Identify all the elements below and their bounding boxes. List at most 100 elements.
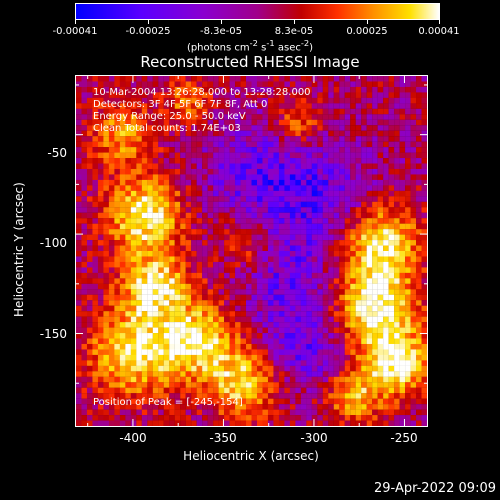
heatmap-cell bbox=[169, 420, 175, 426]
heatmap-cell bbox=[196, 278, 203, 284]
heatmap-cell bbox=[388, 322, 395, 328]
heatmap-cell bbox=[251, 141, 258, 148]
heatmap-cell bbox=[213, 387, 219, 394]
heatmap-cell bbox=[273, 272, 280, 279]
heatmap-cell bbox=[366, 163, 373, 170]
heatmap-cell bbox=[306, 168, 312, 175]
heatmap-cell bbox=[218, 415, 225, 421]
heatmap-cell bbox=[141, 267, 148, 273]
heatmap-cell bbox=[328, 338, 334, 345]
heatmap-cell bbox=[147, 343, 153, 350]
heatmap-cell bbox=[328, 327, 334, 334]
heatmap-cell bbox=[130, 251, 137, 257]
heatmap-cell bbox=[163, 338, 170, 345]
heatmap-cell bbox=[399, 136, 406, 142]
heatmap-cell bbox=[383, 365, 389, 372]
heatmap-cell bbox=[344, 294, 351, 301]
heatmap-cell bbox=[174, 415, 181, 421]
heatmap-cell bbox=[108, 212, 115, 219]
heatmap-cell bbox=[284, 229, 291, 235]
heatmap-cell bbox=[185, 76, 192, 82]
heatmap-cell bbox=[317, 420, 323, 426]
heatmap-cell bbox=[273, 333, 280, 339]
heatmap-cell bbox=[163, 190, 170, 197]
heatmap-cell bbox=[136, 349, 142, 356]
heatmap-cell bbox=[410, 409, 417, 416]
heatmap-cell bbox=[92, 343, 99, 350]
heatmap-cell bbox=[278, 404, 285, 410]
heatmap-cell bbox=[114, 223, 120, 230]
heatmap-cell bbox=[388, 251, 395, 257]
heatmap-cell bbox=[185, 371, 192, 377]
heatmap-cell bbox=[240, 338, 247, 345]
heatmap-cell bbox=[86, 376, 93, 383]
heatmap-cell bbox=[267, 251, 274, 257]
heatmap-cell bbox=[333, 267, 340, 273]
heatmap-cell bbox=[97, 245, 104, 252]
heatmap-cell bbox=[295, 163, 301, 170]
heatmap-cell bbox=[114, 119, 120, 126]
heatmap-cell bbox=[147, 130, 153, 137]
heatmap-cell bbox=[235, 365, 241, 372]
heatmap-cell bbox=[328, 185, 334, 191]
heatmap-cell bbox=[114, 316, 120, 323]
heatmap-cell bbox=[295, 365, 301, 372]
heatmap-cell bbox=[416, 168, 422, 175]
heatmap-cell bbox=[251, 108, 258, 115]
heatmap-cell bbox=[399, 294, 406, 301]
heatmap-cell bbox=[218, 201, 225, 208]
heatmap-cell bbox=[410, 168, 417, 175]
heatmap-cell bbox=[256, 256, 263, 263]
heatmap-cell bbox=[224, 420, 230, 426]
heatmap-cell bbox=[278, 240, 285, 246]
heatmap-cell bbox=[114, 76, 120, 82]
heatmap-cell bbox=[251, 272, 258, 279]
heatmap-cell bbox=[119, 338, 126, 345]
heatmap-cell bbox=[377, 267, 384, 273]
heatmap-cell bbox=[218, 130, 225, 137]
heatmap-cell bbox=[421, 349, 427, 356]
heatmap-cell bbox=[278, 300, 285, 306]
heatmap-cell bbox=[421, 272, 427, 279]
heatmap-cell bbox=[218, 108, 225, 115]
heatmap-cell bbox=[213, 136, 219, 142]
heatmap-cell bbox=[180, 343, 186, 350]
heatmap-cell bbox=[372, 179, 378, 186]
heatmap-cell bbox=[295, 261, 301, 268]
heatmap-cell bbox=[81, 327, 88, 334]
heatmap-cell bbox=[399, 125, 406, 131]
heatmap-cell bbox=[191, 141, 197, 148]
heatmap-cell bbox=[251, 251, 258, 257]
heatmap-cell bbox=[213, 251, 219, 257]
heatmap-cell bbox=[130, 130, 137, 137]
heatmap-cell bbox=[218, 223, 225, 230]
heatmap-cell bbox=[295, 179, 301, 186]
heatmap-cell bbox=[103, 234, 110, 241]
heatmap-cell bbox=[125, 261, 131, 268]
heatmap-cell bbox=[322, 158, 329, 164]
heatmap-cell bbox=[158, 179, 164, 186]
heatmap-cell bbox=[273, 420, 280, 426]
heatmap-cell bbox=[251, 136, 258, 142]
heatmap-cell bbox=[361, 349, 367, 356]
heatmap-cell bbox=[130, 168, 137, 175]
heatmap-cell bbox=[136, 343, 142, 350]
heatmap-cell bbox=[207, 223, 214, 230]
heatmap-cell bbox=[388, 354, 395, 361]
heatmap-cell bbox=[388, 185, 395, 191]
heatmap-cell bbox=[97, 256, 104, 263]
heatmap-cell bbox=[306, 234, 312, 241]
heatmap-cell bbox=[229, 294, 236, 301]
heatmap-cell bbox=[322, 393, 329, 399]
heatmap-cell bbox=[372, 234, 378, 241]
heatmap-cell bbox=[339, 376, 345, 383]
heatmap-cell bbox=[388, 158, 395, 164]
heatmap-cell bbox=[86, 415, 93, 421]
heatmap-cell bbox=[97, 223, 104, 230]
heatmap-cell bbox=[103, 207, 110, 213]
heatmap-cell bbox=[76, 261, 82, 268]
heatmap-cell bbox=[224, 294, 230, 301]
heatmap-cell bbox=[355, 272, 362, 279]
heatmap-cell bbox=[169, 393, 175, 399]
heatmap-cell bbox=[130, 371, 137, 377]
